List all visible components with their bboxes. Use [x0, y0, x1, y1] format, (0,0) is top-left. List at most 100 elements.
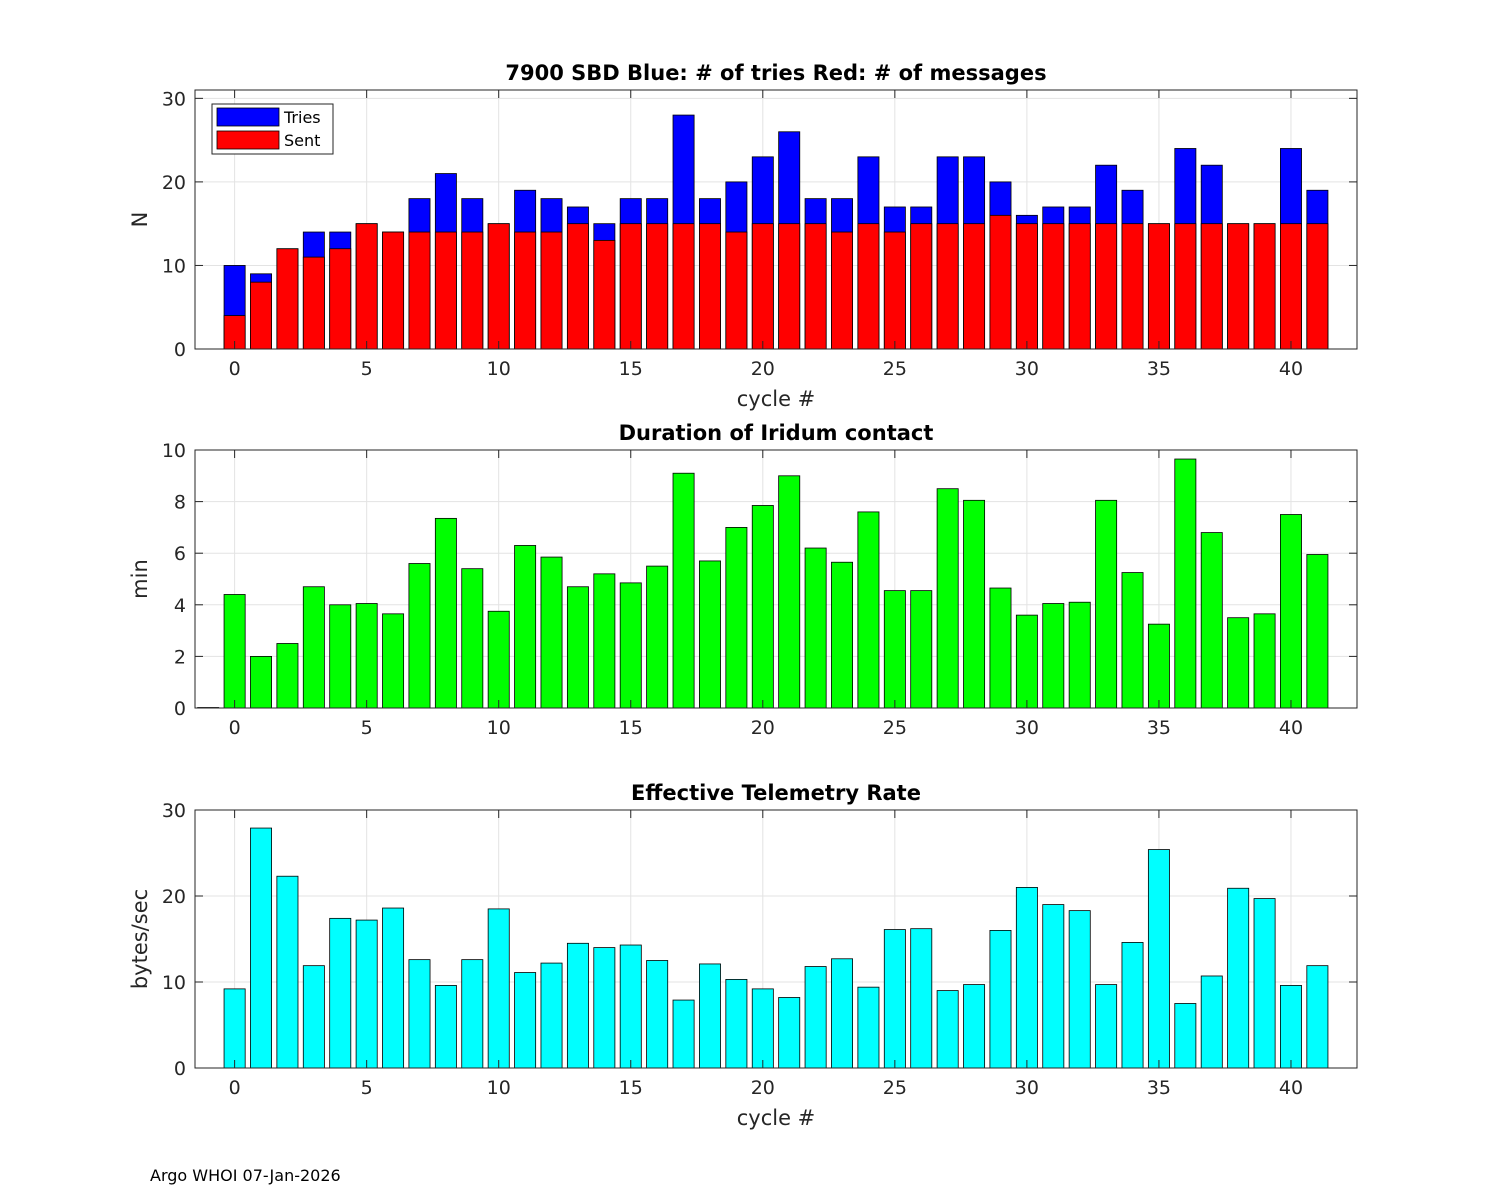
bar-sent-cycle-6 [382, 231, 405, 350]
bar-rate-cycle-39 [1253, 898, 1276, 1069]
y-tick-label: 30 [162, 88, 186, 110]
bar-duration-cycle-3 [302, 586, 325, 709]
legend-label-sent: Sent [284, 131, 320, 150]
bar-rate-cycle-29 [989, 930, 1012, 1069]
bar-rate-cycle-1 [250, 827, 272, 1069]
bar-duration-cycle-37 [1200, 532, 1223, 709]
bar-rate-cycle-11 [514, 972, 537, 1069]
bar-sent-cycle-13 [566, 223, 589, 350]
x-tick-label: 40 [1279, 717, 1303, 739]
bar-duration-cycle-31 [1042, 603, 1065, 709]
bar-rate-cycle-2 [276, 875, 299, 1069]
bar-duration-cycle-1 [250, 656, 272, 709]
bar-sent-cycle-18 [699, 223, 721, 350]
bar-duration-cycle-0 [223, 594, 246, 709]
bar-rate-cycle-41 [1306, 965, 1329, 1069]
x-tick-label: 40 [1279, 358, 1303, 380]
y-tick-label: 30 [162, 800, 186, 822]
bar-rate-cycle-21 [778, 997, 801, 1069]
bar-sent-cycle-28 [963, 223, 986, 350]
x-tick-label: 35 [1147, 358, 1171, 380]
bar-rate-cycle-22 [804, 966, 827, 1069]
y-axis-label-rate: bytes/sec [128, 889, 152, 989]
bar-duration-cycle-25 [883, 590, 906, 709]
bar-duration-cycle-8 [434, 517, 457, 709]
bar-duration-cycle-24 [857, 511, 880, 709]
bar-sent-cycle-22 [804, 223, 827, 350]
bar-sent-cycle-30 [1015, 223, 1038, 350]
bar-sent-cycle-39 [1253, 223, 1276, 350]
bar-rate-cycle-26 [910, 928, 933, 1069]
bar-duration-cycle-12 [540, 556, 563, 709]
x-tick-label: 25 [883, 358, 907, 380]
bar-duration-cycle-29 [989, 587, 1012, 709]
bar-duration-cycle-27 [936, 488, 959, 709]
bar-sent-cycle-37 [1200, 223, 1223, 350]
bar-rate-cycle-12 [540, 962, 563, 1069]
bar-rate-cycle-13 [566, 942, 589, 1069]
y-tick-label: 4 [174, 595, 186, 617]
y-axis-label-sbd: N [128, 212, 152, 228]
bar-sent-cycle-24 [857, 223, 880, 350]
x-tick-label: 15 [619, 1077, 643, 1099]
y-tick-label: 10 [162, 972, 186, 994]
bar-rate-cycle-30 [1015, 887, 1038, 1069]
bar-rate-cycle-34 [1121, 942, 1144, 1069]
bar-rate-cycle-19 [725, 979, 748, 1069]
bar-duration-cycle-40 [1280, 514, 1302, 709]
bar-rate-cycle-6 [382, 907, 405, 1069]
bar-sent-cycle-31 [1042, 223, 1065, 350]
bar-duration-cycle-41 [1306, 554, 1329, 709]
bar-duration-cycle-36 [1174, 458, 1197, 709]
bar-duration-cycle-23 [831, 561, 853, 709]
bar-rate-cycle-14 [593, 947, 616, 1069]
bar-sent-cycle-8 [434, 231, 457, 350]
bar-rate-cycle-35 [1147, 849, 1170, 1069]
bar-duration-cycle-30 [1015, 614, 1038, 709]
bar-sent-cycle-5 [355, 223, 378, 350]
bar-sent-cycle-10 [487, 223, 510, 350]
bar-rate-cycle-31 [1042, 904, 1065, 1069]
bar-rate-cycle-9 [461, 959, 484, 1069]
x-tick-label: 5 [361, 358, 373, 380]
x-tick-label: 0 [229, 1077, 241, 1099]
y-tick-label: 6 [174, 543, 186, 565]
bar-rate-cycle-23 [831, 958, 853, 1069]
telemetry-rate-chart: 0 5 10 15 20 25 30 35 40 0 10 20 30 Effective Teleme… [128, 781, 1358, 1130]
x-tick-label: 25 [883, 1077, 907, 1099]
bar-rate-cycle-20 [751, 988, 774, 1069]
bar-rate-cycle-38 [1227, 887, 1250, 1069]
x-tick-label: 0 [229, 717, 241, 739]
bar-rate-cycle-18 [699, 963, 721, 1069]
bar-rate-cycle-27 [936, 990, 959, 1069]
bar-sent-cycle-41 [1306, 223, 1329, 350]
x-tick-label: 15 [619, 717, 643, 739]
y-tick-label: 2 [174, 646, 186, 668]
legend-label-tries: Tries [283, 108, 321, 127]
bar-duration-cycle-39 [1253, 613, 1276, 709]
bar-duration-cycle-28 [963, 499, 986, 709]
bar-duration-cycle-9 [461, 568, 484, 709]
bar-duration-cycle-21 [778, 475, 801, 709]
bar-sent-cycle-40 [1280, 223, 1302, 350]
bar-rate-cycle-4 [329, 917, 352, 1069]
x-tick-label: 15 [619, 358, 643, 380]
bar-rate-cycle-33 [1095, 984, 1118, 1069]
bar-sent-cycle-35 [1147, 223, 1170, 350]
x-tick-label: 30 [1015, 1077, 1039, 1099]
bar-duration-cycle-22 [804, 547, 827, 709]
bar-sent-cycle-38 [1227, 223, 1250, 350]
bar-rate-cycle-24 [857, 986, 880, 1069]
x-tick-label: 10 [487, 358, 511, 380]
bar-sent-cycle-7 [408, 231, 431, 350]
sbd-tries-chart: 0 5 10 15 20 25 30 35 40 0 10 20 30 7900 SBD Blue: #… [128, 61, 1358, 411]
bar-duration-cycle-38 [1227, 617, 1250, 709]
bar-rate-cycle-28 [963, 984, 986, 1069]
bar-sent-cycle-2 [276, 248, 299, 350]
bar-duration-cycle-19 [725, 527, 748, 709]
bar-sent-cycle-29 [989, 214, 1012, 350]
y-tick-label: 8 [174, 492, 186, 514]
bar-duration-cycle-7 [408, 563, 431, 709]
bar-sent-cycle-33 [1095, 223, 1118, 350]
